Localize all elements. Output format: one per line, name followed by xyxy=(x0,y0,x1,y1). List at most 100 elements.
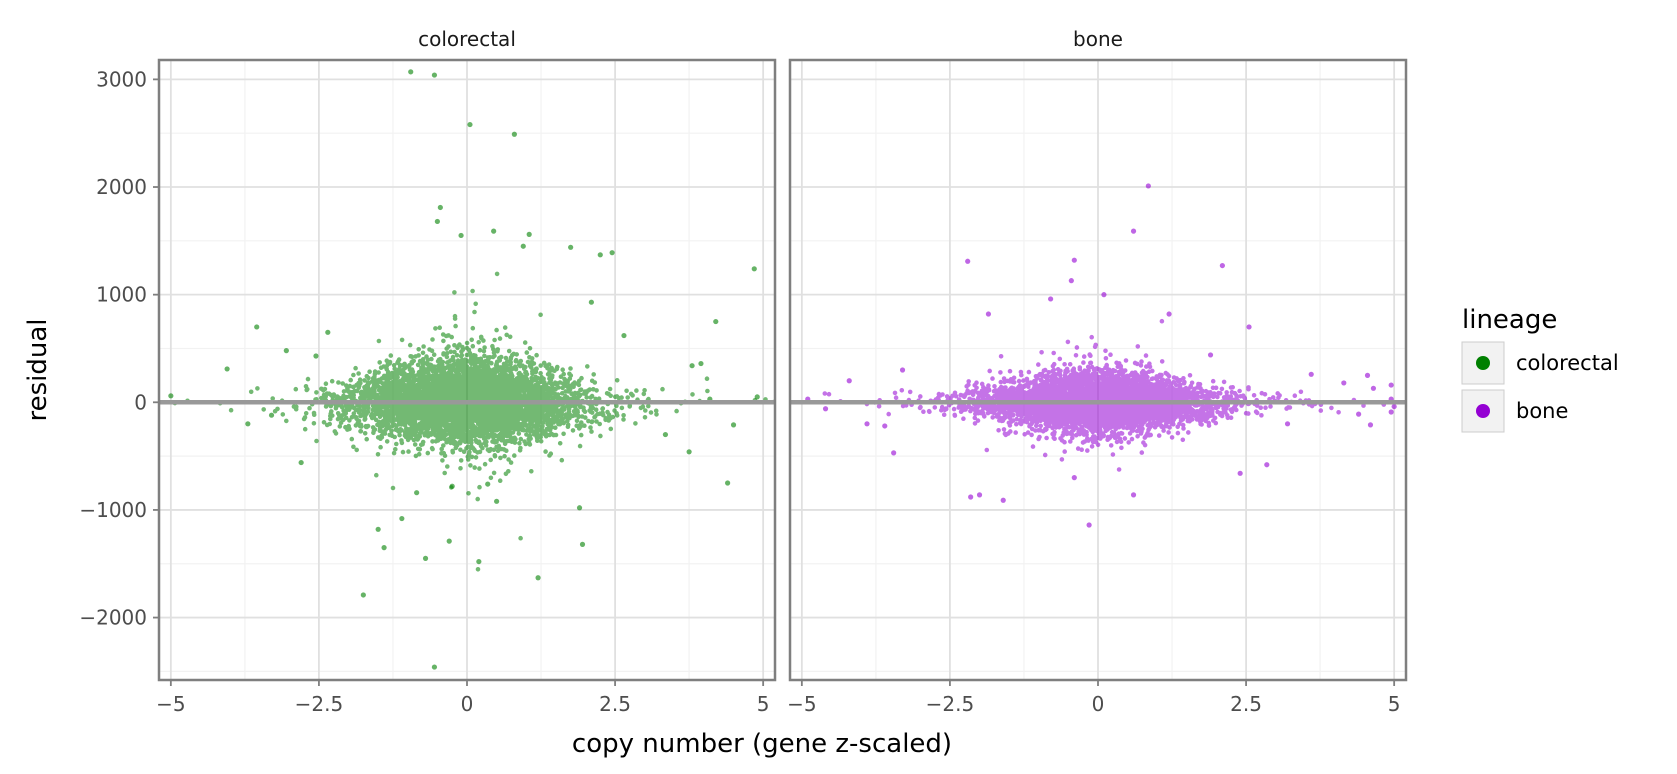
scatter-point xyxy=(399,515,405,522)
scatter-point xyxy=(579,541,586,547)
legend-entry-colorectal: colorectal xyxy=(1461,341,1619,385)
scatter-point xyxy=(985,311,992,317)
scatter-point xyxy=(1071,257,1077,263)
x-axis-title: copy number (gene z-scaled) xyxy=(572,729,952,759)
scatter-point xyxy=(891,450,897,456)
y-tick-label: 1000 xyxy=(96,283,147,307)
scatter-point xyxy=(1364,372,1371,378)
scatter-point xyxy=(609,250,615,256)
legend-label-colorectal: colorectal xyxy=(1516,351,1619,375)
scatter-point xyxy=(476,558,482,565)
scatter-points-bone xyxy=(805,183,1397,528)
scatter-point xyxy=(535,575,541,581)
scatter-point xyxy=(283,348,289,354)
scatter-point xyxy=(1370,385,1377,391)
scatter-point xyxy=(437,204,443,211)
scatter-point xyxy=(1145,183,1151,189)
scatter-points-colorectal xyxy=(168,69,777,670)
scatter-point xyxy=(526,231,532,237)
scatter-point xyxy=(494,498,500,504)
x-tick-label: 5 xyxy=(1388,692,1401,716)
scatter-point xyxy=(491,228,497,234)
scatter-point xyxy=(268,412,275,418)
scatter-point xyxy=(1367,422,1374,428)
y-axis-title: residual xyxy=(23,318,53,421)
scatter-point xyxy=(899,367,906,373)
scatter-point xyxy=(686,449,692,455)
scatter-point xyxy=(1284,421,1291,427)
scatter-point xyxy=(298,459,304,466)
y-tick-label: −2000 xyxy=(79,606,147,630)
scatter-point xyxy=(568,244,574,250)
legend-title: lineage xyxy=(1462,305,1557,335)
scatter-point xyxy=(446,538,452,544)
strip-label-bone: bone xyxy=(1073,27,1123,51)
gridlines-bone xyxy=(790,60,1406,680)
scatter-point xyxy=(725,480,731,486)
x-tick-label: −5 xyxy=(156,692,185,716)
scatter-point xyxy=(360,592,366,598)
scatter-point xyxy=(1264,462,1270,468)
x-tick-label: −5 xyxy=(787,692,816,716)
scatter-point xyxy=(730,422,737,428)
scatter-point xyxy=(597,252,603,258)
scatter-point xyxy=(224,366,230,372)
x-axis-bone: −5 −2.5 0 2.5 5 xyxy=(787,680,1401,716)
scatter-point xyxy=(313,353,319,359)
scatter-point xyxy=(698,360,704,367)
panel-bone: bone xyxy=(788,20,1408,682)
legend-entry-bone: bone xyxy=(1461,389,1568,433)
scatter-point xyxy=(1130,228,1137,234)
scatter-point xyxy=(1086,522,1092,528)
scatter-point xyxy=(846,378,852,384)
scatter-point xyxy=(976,492,983,498)
strip-background-bone xyxy=(790,20,1406,58)
scatter-point xyxy=(325,329,331,335)
scatter-point xyxy=(822,406,829,412)
strip-label-colorectal: colorectal xyxy=(418,27,516,51)
scatter-point-cloud xyxy=(822,318,1387,472)
scatter-point xyxy=(713,318,719,325)
scatter-point xyxy=(449,483,455,489)
scatter-point xyxy=(168,393,174,399)
x-tick-label: 0 xyxy=(461,692,474,716)
scatter-point xyxy=(1246,324,1252,330)
scatter-point xyxy=(588,299,594,305)
x-axis-colorectal: −5 −2.5 0 2.5 5 xyxy=(156,680,770,716)
x-tick-label: 2.5 xyxy=(599,692,631,716)
scatter-point xyxy=(662,431,669,438)
scatter-point xyxy=(467,121,473,128)
scatter-point xyxy=(1071,475,1077,481)
scatter-point xyxy=(882,423,888,429)
scatter-point xyxy=(1207,352,1214,358)
y-tick-label: −1000 xyxy=(79,498,147,522)
scatter-point xyxy=(245,421,251,427)
y-axis: −2000 −1000 0 1000 2000 3000 xyxy=(79,67,159,630)
scatter-point xyxy=(381,545,387,551)
y-tick-label: 2000 xyxy=(96,175,147,199)
y-tick-label: 0 xyxy=(134,390,147,414)
scatter-point xyxy=(754,394,760,400)
scatter-point xyxy=(576,505,583,511)
scatter-point xyxy=(1166,311,1172,317)
x-tick-label: −2.5 xyxy=(295,692,344,716)
scatter-point xyxy=(458,232,464,239)
strip-background-colorectal xyxy=(159,20,775,58)
scatter-point xyxy=(1048,296,1054,302)
scatter-point xyxy=(1219,262,1225,269)
scatter-point xyxy=(864,421,870,427)
scatter-point xyxy=(408,69,414,75)
scatter-point xyxy=(434,218,440,225)
scatter-point xyxy=(485,481,491,487)
scatter-point xyxy=(1068,278,1074,284)
scatter-point xyxy=(968,494,974,500)
legend: lineage colorectal bone xyxy=(1461,305,1619,433)
x-tick-label: 2.5 xyxy=(1230,692,1262,716)
x-tick-label: 5 xyxy=(757,692,770,716)
x-tick-label: −2.5 xyxy=(926,692,975,716)
scatter-point xyxy=(520,243,526,249)
scatter-point xyxy=(1388,382,1394,388)
scatter-point xyxy=(1391,403,1397,410)
scatter-point xyxy=(689,363,695,369)
legend-label-bone: bone xyxy=(1516,399,1568,423)
